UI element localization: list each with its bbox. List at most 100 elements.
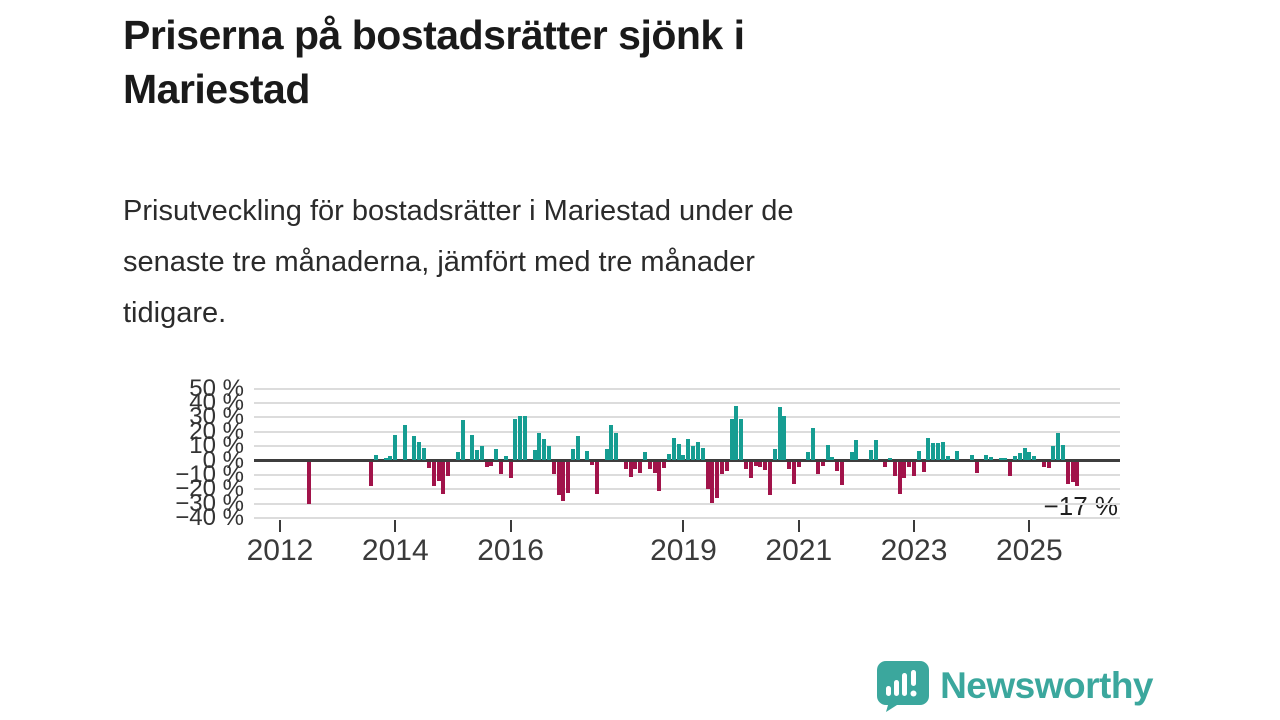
bar-2013-08 [369,462,374,487]
bar-2019-12 [734,406,739,461]
bar-2022-04 [868,449,873,461]
bar-2023-10 [955,451,960,461]
bar-2015-02 [455,451,460,461]
bar-2016-12 [561,462,566,501]
bar-2019-07 [710,462,715,503]
gridline [254,402,1120,405]
bar-2025-09 [1065,462,1070,484]
bar-2018-09 [662,462,667,468]
bar-2021-10 [840,462,844,485]
y-axis-tick-label: 20 % [189,417,244,445]
bar-2015-09 [489,462,494,467]
bar-2013-11 [383,458,388,461]
bar-2024-11 [1017,453,1022,461]
chart-subtitle-line-2: senaste tre månaderna, jämfört med tre m… [123,246,755,278]
x-axis-tick [279,520,281,532]
bar-2025-08 [1060,444,1065,461]
bar-2015-06 [474,450,479,461]
bar-2016-11 [556,462,561,495]
gridline [254,387,1120,390]
bar-2019-03 [691,446,696,461]
bar-2019-01 [681,455,686,461]
bar-2016-02 [513,418,518,461]
bar-2023-08 [945,456,950,461]
bar-2014-07 [422,447,427,461]
x-axis-tick [797,520,800,532]
page-title-line-1: Priserna på bostadsrätter sjönk i [123,12,745,58]
bar-2017-06 [590,462,595,465]
bar-2014-12 [446,462,451,477]
bar-2017-09 [604,449,609,461]
bar-2016-10 [551,462,556,475]
bar-2024-02 [974,462,979,473]
bar-2020-11 [787,462,792,470]
y-axis-tick-label: −10 % [175,460,244,488]
bar-2016-06 [532,450,537,461]
bar-2016-08 [542,438,547,461]
y-axis-tick-label: 50 % [189,374,244,402]
bar-2016-04 [522,416,527,461]
last-value-annotation: −17 % [1043,491,1118,521]
bar-2025-04 [1041,462,1046,468]
chart-subtitle-line-3: tidigare. [123,297,227,329]
bar-2024-05 [988,456,993,461]
bar-2025-07 [1056,433,1061,461]
x-axis-tick [394,520,397,532]
bar-2016-09 [546,446,551,461]
y-axis-tick-label: −20 % [175,475,244,503]
x-axis-tick-label: 2019 [650,534,717,567]
x-axis-tick [682,520,685,532]
bar-2015-12 [503,456,508,461]
bar-2021-08 [830,456,835,461]
bar-2022-10 [897,462,902,494]
bar-2025-05 [1046,462,1051,469]
bar-2018-10 [667,454,672,461]
bar-2015-08 [484,462,489,468]
bar-2017-01 [566,462,571,493]
bar-2018-03 [633,462,638,470]
x-axis-tick-label: 2023 [880,534,948,567]
chart-subtitle-line-1: Prisutveckling för bostadsrätter i Marie… [123,195,794,227]
y-axis-tick-label: 40 % [189,389,244,417]
bar-2019-11 [729,418,734,461]
y-axis-tick-label: 10 % [189,432,244,460]
bar-2018-11 [671,437,676,461]
bar-2024-12 [1022,448,1027,461]
zero-baseline [254,459,1120,462]
bar-2019-09 [719,462,724,475]
bar-2019-08 [715,462,720,498]
bar-2015-07 [479,446,484,461]
bar-2014-03 [402,424,407,461]
bar-2020-04 [753,462,758,467]
bar-2024-10 [1012,456,1017,461]
bar-2014-01 [393,434,398,461]
bar-2017-02 [571,449,575,461]
bar-2013-12 [388,456,393,461]
bar-2025-01 [1027,451,1032,461]
bar-2020-01 [739,418,744,461]
bar-2018-01 [623,462,628,470]
bar-2015-05 [470,434,475,461]
bar-2017-03 [575,436,580,461]
bar-2023-02 [916,451,921,461]
bar-2014-09 [431,462,436,487]
bar-2023-01 [912,462,917,477]
bar-2024-01 [969,455,974,461]
bar-2018-04 [638,462,643,473]
bar-2017-11 [614,433,619,461]
x-axis-tick [1028,520,1031,532]
x-axis-tick [509,520,512,532]
bar-2017-07 [595,462,600,494]
bar-2020-06 [763,462,768,470]
x-axis-tick-label: 2021 [765,534,833,567]
newsworthy-wordmark: Newsworthy [940,665,1153,706]
bar-2018-07 [652,462,657,473]
gridline [254,473,1120,476]
bar-2023-07 [940,441,945,461]
gridline [254,516,1120,519]
bar-2016-01 [508,462,513,478]
y-axis-tick-label: 0 % [202,446,244,474]
bar-2024-09 [1008,462,1013,477]
bar-2015-11 [498,462,503,475]
y-axis-tick-label: −40 % [175,503,244,531]
